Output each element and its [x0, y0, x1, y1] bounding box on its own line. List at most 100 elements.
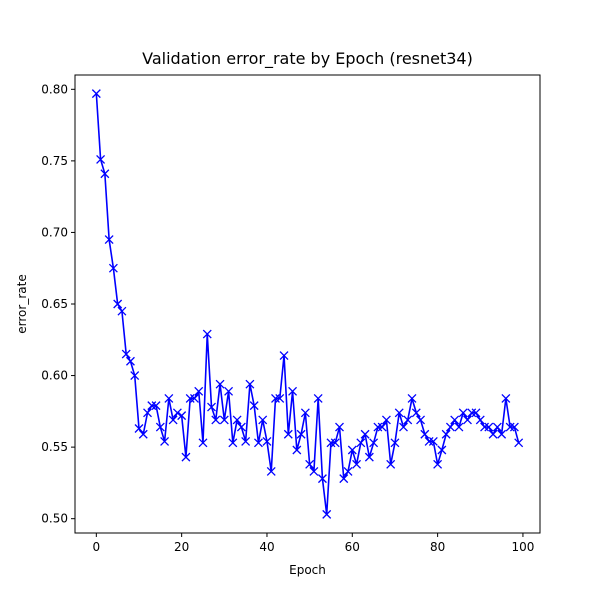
marker-stroke: [428, 436, 438, 446]
data-point-marker: [386, 459, 396, 469]
marker-stroke: [458, 408, 468, 418]
marker-stroke: [441, 429, 451, 439]
data-point-marker: [330, 438, 340, 448]
marker-stroke: [347, 445, 357, 455]
marker-stroke: [125, 356, 135, 366]
marker-stroke: [91, 89, 101, 99]
marker-stroke: [241, 436, 251, 446]
data-point-marker: [249, 401, 259, 411]
x-tick-label: 60: [345, 540, 360, 554]
marker-stroke: [450, 415, 460, 425]
marker-stroke: [292, 445, 302, 455]
marker-stroke: [113, 299, 123, 309]
marker-stroke: [194, 386, 204, 396]
y-tick-label: 0.50: [41, 512, 68, 526]
data-point-marker: [172, 408, 182, 418]
data-point-marker: [309, 466, 319, 476]
marker-stroke: [360, 429, 370, 439]
data-point-marker: [292, 445, 302, 455]
marker-stroke: [339, 474, 349, 484]
marker-stroke: [108, 263, 118, 273]
data-point-marker: [467, 408, 477, 418]
data-point-marker: [100, 169, 110, 179]
data-point-marker: [236, 422, 246, 432]
data-point-marker: [484, 422, 494, 432]
marker-stroke: [475, 415, 485, 425]
data-point-marker: [271, 394, 280, 403]
data-point-marker: [91, 89, 101, 99]
marker-stroke: [147, 401, 157, 411]
data-point-marker: [275, 394, 285, 403]
data-point-marker: [492, 422, 502, 432]
data-point-marker: [143, 408, 152, 418]
data-point-marker: [343, 466, 353, 476]
y-tick-label: 0.75: [41, 154, 68, 168]
data-point-marker: [117, 306, 127, 316]
data-point-marker: [266, 466, 276, 476]
data-point-marker: [313, 394, 323, 403]
marker-stroke: [480, 422, 490, 432]
data-point-marker: [245, 379, 255, 389]
marker-stroke: [356, 438, 366, 448]
data-point-marker: [283, 429, 293, 439]
data-point-marker: [194, 386, 204, 396]
data-point-marker: [207, 402, 216, 412]
axes: 0 20 40 60 80 100 0.50 0.55 0.60 0.65 0.70 0.75 0.80: [41, 74, 541, 554]
data-point-marker: [138, 429, 148, 439]
data-point-marker: [488, 429, 498, 439]
marker-stroke: [381, 415, 391, 425]
data-point-marker: [224, 386, 234, 396]
series-line: [95, 93, 520, 516]
data-point-marker: [514, 438, 524, 448]
data-point-marker: [441, 429, 451, 439]
data-point-marker: [381, 415, 391, 425]
data-point-marker: [501, 394, 511, 403]
marker-stroke: [151, 401, 161, 411]
data-point-marker: [125, 356, 135, 366]
marker-stroke: [202, 329, 212, 339]
marker-stroke: [335, 422, 344, 432]
marker-stroke: [394, 408, 404, 418]
marker-stroke: [155, 422, 165, 432]
marker-stroke: [501, 394, 511, 403]
marker-stroke: [164, 394, 174, 403]
marker-stroke: [185, 394, 195, 403]
marker-stroke: [420, 429, 430, 439]
data-point-marker: [335, 422, 344, 432]
data-point-marker: [96, 154, 106, 164]
plot-area: [91, 89, 524, 519]
marker-stroke: [266, 466, 276, 476]
marker-stroke: [96, 154, 106, 164]
data-point-marker: [497, 429, 507, 439]
data-point-marker: [322, 509, 332, 519]
marker-stroke: [505, 422, 515, 432]
marker-stroke: [104, 235, 114, 245]
marker-stroke: [177, 411, 187, 421]
marker-stroke: [262, 436, 272, 446]
y-axis-label: error_rate: [15, 274, 29, 333]
marker-stroke: [407, 394, 417, 403]
y-tick-label: 0.65: [41, 297, 68, 311]
data-point-marker: [202, 329, 212, 339]
marker-stroke: [279, 351, 289, 360]
data-point-marker: [390, 438, 400, 448]
data-point-marker: [134, 424, 144, 433]
marker-stroke: [215, 379, 225, 389]
data-point-marker: [347, 445, 357, 455]
data-point-marker: [228, 438, 238, 448]
marker-stroke: [497, 429, 507, 439]
data-point-marker: [189, 394, 199, 403]
data-point-marker: [108, 263, 118, 273]
data-point-marker: [104, 235, 114, 245]
marker-stroke: [343, 466, 353, 476]
data-point-marker: [420, 429, 430, 439]
data-point-marker: [253, 438, 263, 448]
data-point-marker: [232, 415, 242, 425]
data-point-marker: [326, 438, 336, 448]
data-point-marker: [509, 422, 519, 432]
marker-stroke: [484, 422, 494, 432]
data-point-marker: [339, 474, 349, 484]
marker-stroke: [219, 415, 229, 425]
marker-stroke: [275, 394, 285, 403]
